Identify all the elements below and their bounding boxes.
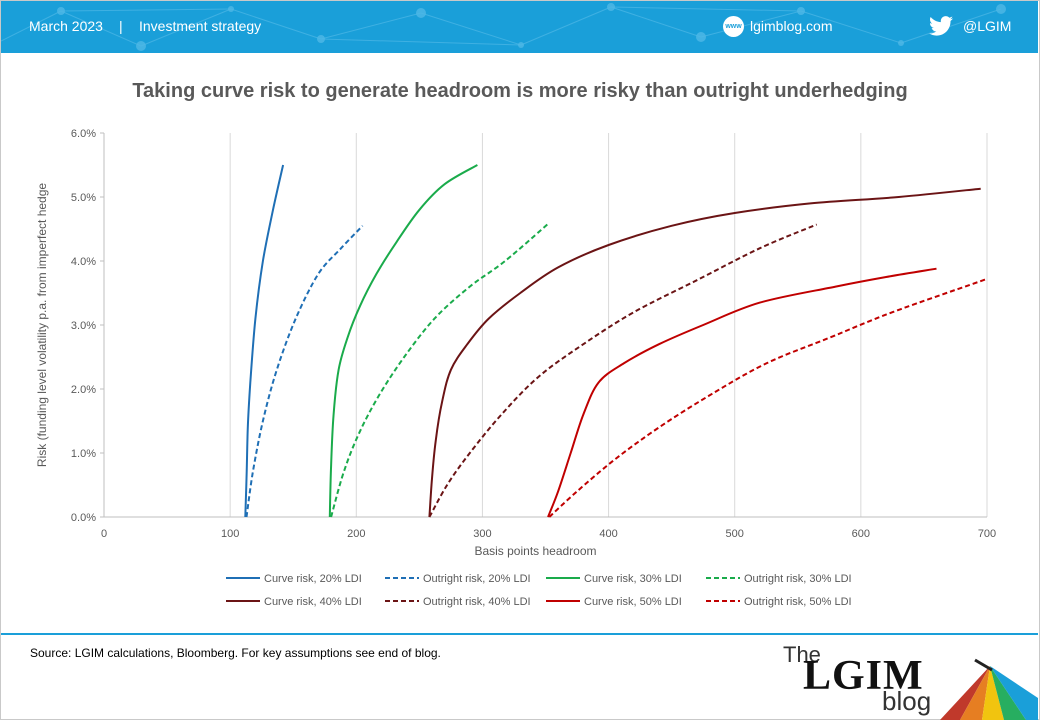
twitter-icon[interactable] (929, 15, 953, 37)
y-tick-label: 5.0% (71, 192, 96, 204)
post-date: March 2023 (29, 18, 103, 34)
series-line-3 (328, 164, 478, 518)
legend-label: Curve risk, 20% LDI (264, 573, 362, 585)
series-line-1 (244, 164, 285, 518)
x-tick-label: 0 (101, 528, 107, 540)
x-tick-label: 600 (852, 528, 870, 540)
legend-label: Curve risk, 40% LDI (264, 596, 362, 608)
y-tick-label: 1.0% (71, 448, 96, 460)
y-tick-label: 2.0% (71, 384, 96, 396)
umbrella-logo-icon (940, 658, 1038, 720)
series-line-5 (428, 187, 981, 518)
x-tick-label: 700 (978, 528, 996, 540)
y-tick-label: 0.0% (71, 512, 96, 524)
header-separator: | (119, 18, 123, 34)
x-tick-label: 200 (347, 528, 365, 540)
series-line-4 (330, 223, 549, 518)
legend-label: Outright risk, 50% LDI (744, 596, 852, 608)
line-chart: 0 100 200 300 400 500 600 700 0.0% 1.0% 2.0% 3.0% 4.… (35, 128, 996, 608)
x-tick-label: 100 (221, 528, 239, 540)
footer-divider (1, 633, 1038, 635)
logo-blog-text: blog (882, 686, 932, 716)
series-line-6 (428, 223, 818, 518)
logo-the-text: The (783, 642, 821, 667)
series-line-2 (245, 225, 364, 518)
globe-icon: www (723, 16, 744, 37)
legend-label: Curve risk, 30% LDI (584, 573, 682, 585)
legend-label: Outright risk, 20% LDI (423, 573, 531, 585)
legend-label: Outright risk, 40% LDI (423, 596, 531, 608)
x-tick-label: 400 (599, 528, 617, 540)
x-axis-title: Basis points headroom (474, 544, 596, 558)
logo-lgim-text: LGIM (803, 653, 924, 699)
blog-header: March 2023 | Investment strategy www lgi… (1, 1, 1038, 53)
x-tick-label: 500 (726, 528, 744, 540)
x-tick-label: 300 (473, 528, 491, 540)
series-line-7 (547, 267, 937, 518)
source-note: Source: LGIM calculations, Bloomberg. Fo… (30, 646, 441, 660)
y-tick-label: 3.0% (71, 320, 96, 332)
legend-label: Outright risk, 30% LDI (744, 573, 852, 585)
y-tick-label: 4.0% (71, 256, 96, 268)
post-category[interactable]: Investment strategy (139, 18, 262, 34)
site-link[interactable]: lgimblog.com (750, 18, 833, 34)
legend-label: Curve risk, 50% LDI (584, 596, 682, 608)
series-line-8 (548, 277, 988, 518)
chart-title: Taking curve risk to generate headroom i… (132, 80, 908, 102)
y-axis-title: Risk (funding level volatility p.a. from… (35, 183, 49, 467)
network-pattern-decoration (1, 3, 1006, 51)
twitter-handle[interactable]: @LGIM (963, 18, 1012, 34)
y-tick-label: 6.0% (71, 128, 96, 140)
